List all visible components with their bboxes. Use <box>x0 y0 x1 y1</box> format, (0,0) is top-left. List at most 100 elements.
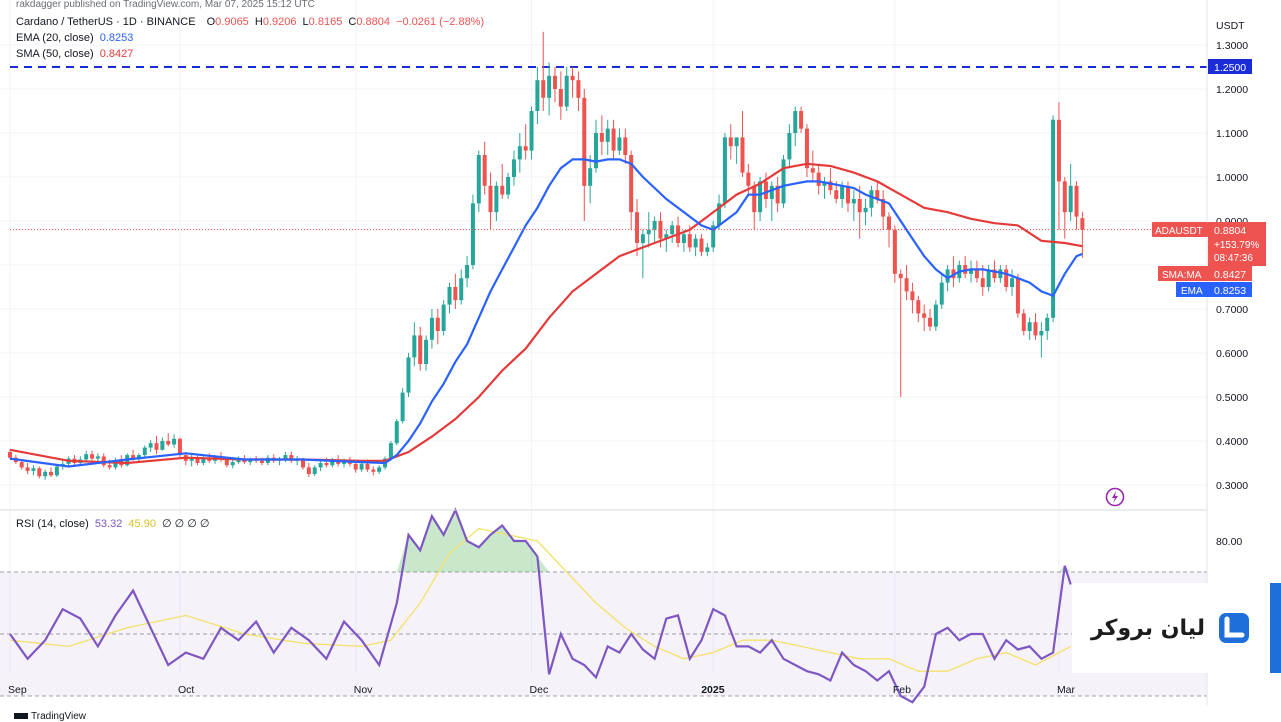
candle <box>19 460 24 470</box>
candle-body <box>482 155 487 186</box>
candle-body <box>424 339 429 364</box>
candle-body <box>470 203 475 265</box>
candle-body <box>746 172 751 186</box>
candle-body <box>1068 185 1073 213</box>
candle-body <box>558 89 563 107</box>
candle-body <box>312 467 317 474</box>
candle-body <box>400 392 405 422</box>
candle-body <box>49 471 54 476</box>
candle <box>517 133 522 173</box>
ohlc-high-label: H <box>254 16 263 28</box>
candle-body <box>465 265 470 279</box>
y-tick-label: 0.3000 <box>1216 480 1248 492</box>
candle <box>681 229 686 252</box>
candle-body <box>740 137 745 173</box>
candle-body <box>259 460 264 463</box>
candle-body <box>857 199 862 213</box>
side-accent-bar <box>1270 583 1281 673</box>
candle-body <box>711 225 716 248</box>
candle <box>90 450 95 461</box>
candle-body <box>787 133 792 160</box>
ema-legend-label: EMA (20, close) <box>16 32 94 44</box>
sma-legend-value: 0.8427 <box>99 48 134 60</box>
candle-body <box>435 317 440 331</box>
x-tick-label: 2025 <box>701 684 725 696</box>
candle-body <box>172 438 177 445</box>
candle-body <box>922 313 927 318</box>
candle <box>441 300 446 336</box>
candle-body <box>775 185 780 204</box>
candle-body <box>1015 278 1020 314</box>
candle <box>49 467 54 478</box>
candle <box>1021 309 1026 336</box>
tradingview-logo[interactable]: TradingView <box>14 711 86 722</box>
x-axis[interactable]: Sep Oct Nov Dec 2025 Feb Mar <box>8 684 1076 696</box>
candle-body <box>25 467 30 471</box>
candle <box>582 89 587 221</box>
svg-text:EMA: EMA <box>1181 286 1203 297</box>
candle-body <box>230 462 235 466</box>
candle-body <box>318 463 323 468</box>
ohlc-low: 0.8165 <box>308 16 343 28</box>
candle <box>974 260 979 283</box>
y-tick-label: 0.4000 <box>1216 436 1248 448</box>
y-tick-label: 1.0000 <box>1216 172 1248 184</box>
candle-body <box>177 438 182 456</box>
candle <box>781 155 786 208</box>
candle <box>640 229 645 279</box>
candle-body <box>699 238 704 252</box>
candle <box>406 353 411 397</box>
candle <box>588 155 593 204</box>
candle <box>494 181 499 221</box>
candle <box>1051 115 1056 323</box>
candle <box>1045 313 1050 340</box>
candle-body <box>500 185 505 195</box>
candle-body <box>910 291 915 301</box>
currency-label: USDT <box>1216 20 1245 32</box>
candle-body <box>359 463 364 470</box>
candle <box>312 465 317 477</box>
candle <box>154 435 159 455</box>
candle-body <box>511 159 516 177</box>
candle <box>1033 313 1038 340</box>
candle-body <box>834 190 839 199</box>
candle-body <box>552 75 557 89</box>
rsi-overbought-fill <box>537 556 550 572</box>
candle-body <box>945 269 950 283</box>
x-tick-label: Oct <box>178 684 194 696</box>
candle <box>711 221 716 252</box>
candle-body <box>377 467 382 472</box>
candle <box>635 199 640 257</box>
rsi-overbought-fill <box>513 541 526 572</box>
candle-body <box>406 357 411 393</box>
candle-body <box>828 181 833 191</box>
candle-body <box>1056 119 1061 182</box>
candle <box>470 194 475 270</box>
candle <box>599 115 604 155</box>
candle-body <box>19 462 24 468</box>
last-price: 0.8804 <box>1214 225 1246 237</box>
candle-body <box>43 471 48 477</box>
rsi-legend-extra: ∅ ∅ ∅ ∅ <box>162 518 210 530</box>
lightning-icon[interactable] <box>1105 487 1125 507</box>
candle <box>828 168 833 195</box>
candle <box>289 451 294 463</box>
candle <box>611 119 616 160</box>
candle-body <box>1027 322 1032 331</box>
candle <box>195 454 200 466</box>
candle-body <box>763 181 768 199</box>
candle <box>857 185 862 239</box>
candle <box>904 265 909 301</box>
candle <box>1056 102 1061 230</box>
candle-body <box>980 278 985 287</box>
candle <box>377 465 382 474</box>
rsi-legend[interactable]: RSI (14, close) 53.32 45.90 ∅ ∅ ∅ ∅ <box>16 516 210 532</box>
candle-body <box>816 172 821 186</box>
candle <box>851 190 856 221</box>
y-axis[interactable]: 1.30001.20001.10001.00000.90000.70000.60… <box>1216 40 1248 548</box>
sma-legend[interactable]: SMA (50, close) 0.8427 <box>16 46 133 62</box>
ema-legend[interactable]: EMA (20, close) 0.8253 <box>16 30 133 46</box>
candle-body <box>693 238 698 248</box>
candle-body <box>365 463 370 470</box>
